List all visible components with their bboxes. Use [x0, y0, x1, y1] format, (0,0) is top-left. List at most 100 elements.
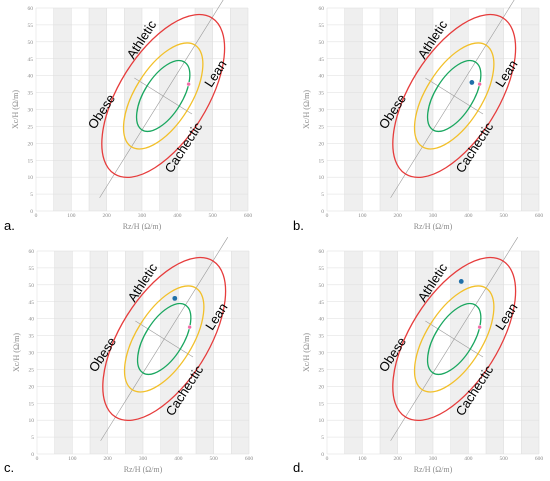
outer-ellipse	[102, 256, 227, 422]
y-tick-label: 5	[321, 435, 324, 441]
y-tick-label: 15	[319, 401, 325, 407]
y-tick-label: 35	[28, 91, 34, 97]
y-tick-label: 45	[319, 300, 325, 306]
y-tick-label: 60	[319, 6, 325, 12]
inner-ellipse	[426, 302, 482, 376]
x-tick-label: 0	[326, 456, 329, 462]
x-axis-title: Rz/H (Ω/m)	[123, 222, 162, 231]
x-tick-label: 0	[326, 213, 329, 219]
y-tick-label: 55	[29, 266, 35, 272]
y-tick-label: 40	[29, 317, 35, 323]
data-points	[458, 279, 482, 330]
outer-ellipse	[392, 256, 517, 422]
minor-axis-line	[425, 320, 484, 358]
reference-point	[187, 324, 192, 330]
x-axis-title: Rz/H (Ω/m)	[124, 465, 163, 474]
tolerance-ellipses	[100, 237, 229, 441]
x-tick-label: 500	[209, 213, 218, 219]
data-points	[172, 295, 192, 330]
x-tick-label: 500	[500, 456, 509, 462]
y-tick-label: 55	[319, 23, 325, 29]
panel-label: c.	[4, 460, 14, 475]
x-tick-label: 0	[36, 456, 39, 462]
outer-ellipse	[392, 13, 517, 179]
y-tick-label: 20	[29, 384, 35, 390]
minor-axis-line	[134, 77, 193, 115]
middle-ellipse	[122, 42, 204, 150]
tolerance-ellipses	[390, 237, 519, 441]
x-tick-label: 100	[358, 456, 367, 462]
y-tick-label: 55	[319, 266, 325, 272]
x-tick-label: 600	[535, 456, 544, 462]
y-tick-label: 50	[319, 40, 325, 46]
grid-lines	[36, 250, 250, 455]
x-axis-title: Rz/H (Ω/m)	[414, 465, 453, 474]
y-tick-label: 0	[30, 209, 33, 215]
x-tick-label: 200	[104, 456, 113, 462]
outer-ellipse	[101, 13, 226, 179]
y-tick-label: 25	[319, 367, 325, 373]
x-tick-label: 200	[394, 213, 403, 219]
x-tick-label: 100	[67, 213, 76, 219]
y-tick-label: 25	[319, 124, 325, 130]
y-tick-label: 35	[29, 334, 35, 340]
inner-ellipse	[135, 59, 191, 133]
x-tick-label: 500	[210, 456, 219, 462]
y-tick-label: 10	[29, 418, 35, 424]
y-tick-label: 15	[319, 158, 325, 164]
y-tick-label: 50	[29, 283, 35, 289]
x-tick-label: 400	[464, 456, 473, 462]
y-tick-label: 10	[319, 175, 325, 181]
y-tick-label: 20	[319, 384, 325, 390]
tolerance-ellipses	[99, 0, 226, 198]
y-tick-label: 40	[319, 317, 325, 323]
x-tick-label: 300	[429, 213, 438, 219]
y-axis-title: Xc/H (Ω/m)	[302, 90, 311, 129]
y-axis-title: Xc/H (Ω/m)	[11, 90, 20, 129]
y-tick-label: 50	[319, 283, 325, 289]
y-tick-label: 50	[28, 40, 34, 46]
y-tick-label: 10	[28, 175, 34, 181]
x-tick-label: 500	[500, 213, 509, 219]
data-points	[186, 81, 191, 87]
x-tick-label: 400	[173, 213, 182, 219]
grid-lines	[35, 7, 249, 212]
tolerance-ellipses	[390, 0, 517, 198]
y-tick-label: 5	[321, 192, 324, 198]
x-tick-label: 200	[103, 213, 112, 219]
tick-labels: 0 100 200 300 400 500 600 0 5 10 15 20 25 30 35 40 45 50 5…	[319, 249, 544, 462]
y-tick-label: 20	[28, 141, 34, 147]
x-tick-label: 300	[429, 456, 438, 462]
y-axis-title: Xc/H (Ω/m)	[12, 333, 21, 372]
subject-point	[469, 80, 475, 85]
tick-labels: 0 100 200 300 400 500 600 0 5 10 15 20 25 30 35 40 45 50 5…	[319, 6, 544, 219]
middle-ellipse	[413, 42, 495, 150]
y-tick-label: 25	[28, 124, 34, 130]
x-tick-label: 400	[464, 213, 473, 219]
panel-label: a.	[4, 218, 15, 233]
y-tick-label: 30	[319, 351, 325, 357]
x-tick-label: 600	[535, 213, 544, 219]
y-tick-label: 0	[321, 452, 324, 458]
x-tick-label: 600	[245, 456, 254, 462]
y-tick-label: 5	[30, 192, 33, 198]
y-tick-label: 10	[319, 418, 325, 424]
y-tick-label: 40	[319, 74, 325, 80]
x-tick-label: 300	[138, 213, 147, 219]
tick-labels: 0 100 200 300 400 500 600 0 5 10 15 20 25 30 35 40 45 50 5…	[28, 6, 253, 219]
y-tick-label: 45	[319, 57, 325, 63]
y-tick-label: 20	[319, 141, 325, 147]
y-tick-label: 60	[319, 249, 325, 255]
x-tick-label: 100	[68, 456, 77, 462]
x-tick-label: 200	[394, 456, 403, 462]
y-tick-label: 0	[321, 209, 324, 215]
y-tick-label: 35	[319, 334, 325, 340]
y-tick-label: 60	[28, 6, 34, 12]
subject-point	[458, 279, 464, 284]
y-tick-label: 40	[28, 74, 34, 80]
